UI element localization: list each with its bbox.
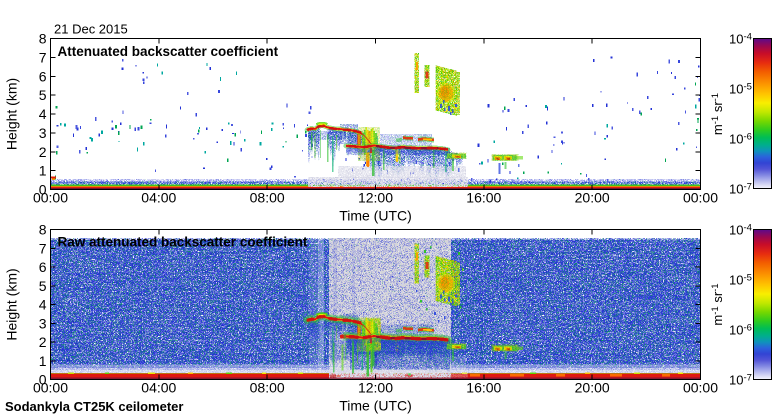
svg-text:10-5: 10-5	[729, 273, 752, 288]
svg-text:4: 4	[39, 297, 47, 313]
svg-text:Height (km): Height (km)	[4, 268, 20, 340]
svg-text:0: 0	[39, 372, 47, 388]
svg-text:10-4: 10-4	[729, 223, 752, 238]
svg-text:00:00: 00:00	[33, 190, 68, 206]
svg-text:7: 7	[39, 240, 47, 256]
svg-text:7: 7	[39, 49, 47, 65]
svg-text:m-1 sr-1: m-1 sr-1	[710, 93, 725, 135]
svg-text:Attenuated backscatter coeffic: Attenuated backscatter coefficient	[58, 44, 279, 59]
svg-text:3: 3	[39, 315, 47, 331]
svg-text:6: 6	[39, 259, 47, 275]
svg-text:16:00: 16:00	[466, 190, 501, 206]
svg-text:2: 2	[39, 334, 47, 350]
svg-text:20:00: 20:00	[575, 380, 610, 396]
svg-text:10-6: 10-6	[729, 323, 752, 338]
svg-text:0: 0	[39, 182, 47, 198]
svg-text:1: 1	[39, 163, 47, 179]
svg-text:10-7: 10-7	[729, 373, 752, 388]
svg-text:6: 6	[39, 68, 47, 84]
svg-text:04:00: 04:00	[141, 190, 176, 206]
svg-text:04:00: 04:00	[141, 380, 176, 396]
svg-text:08:00: 08:00	[250, 380, 285, 396]
svg-text:2: 2	[39, 144, 47, 160]
svg-text:08:00: 08:00	[250, 190, 285, 206]
svg-text:20:00: 20:00	[575, 190, 610, 206]
svg-text:1: 1	[39, 353, 47, 369]
svg-text:Height (km): Height (km)	[4, 78, 20, 150]
svg-text:00:00: 00:00	[33, 380, 68, 396]
svg-text:Raw attenuated backscatter coe: Raw attenuated backscatter coefficient	[58, 235, 308, 250]
svg-text:00:00: 00:00	[683, 190, 718, 206]
svg-text:3: 3	[39, 125, 47, 141]
svg-text:Sodankyla CT25K ceilometer: Sodankyla CT25K ceilometer	[5, 399, 183, 414]
svg-text:8: 8	[39, 222, 47, 238]
svg-text:10-6: 10-6	[729, 132, 752, 147]
svg-text:10-4: 10-4	[729, 32, 752, 47]
svg-text:5: 5	[39, 87, 47, 103]
svg-text:10-7: 10-7	[729, 182, 752, 197]
svg-text:m-1 sr-1: m-1 sr-1	[710, 283, 725, 325]
svg-text:5: 5	[39, 278, 47, 294]
svg-text:12:00: 12:00	[358, 380, 393, 396]
svg-text:8: 8	[39, 31, 47, 47]
svg-text:10-5: 10-5	[729, 82, 752, 97]
svg-text:Time (UTC): Time (UTC)	[339, 398, 412, 414]
svg-text:16:00: 16:00	[466, 380, 501, 396]
svg-text:00:00: 00:00	[683, 380, 718, 396]
svg-text:Time (UTC): Time (UTC)	[339, 208, 412, 224]
svg-text:4: 4	[39, 106, 47, 122]
svg-text:21 Dec 2015: 21 Dec 2015	[54, 22, 128, 37]
svg-text:12:00: 12:00	[358, 190, 393, 206]
